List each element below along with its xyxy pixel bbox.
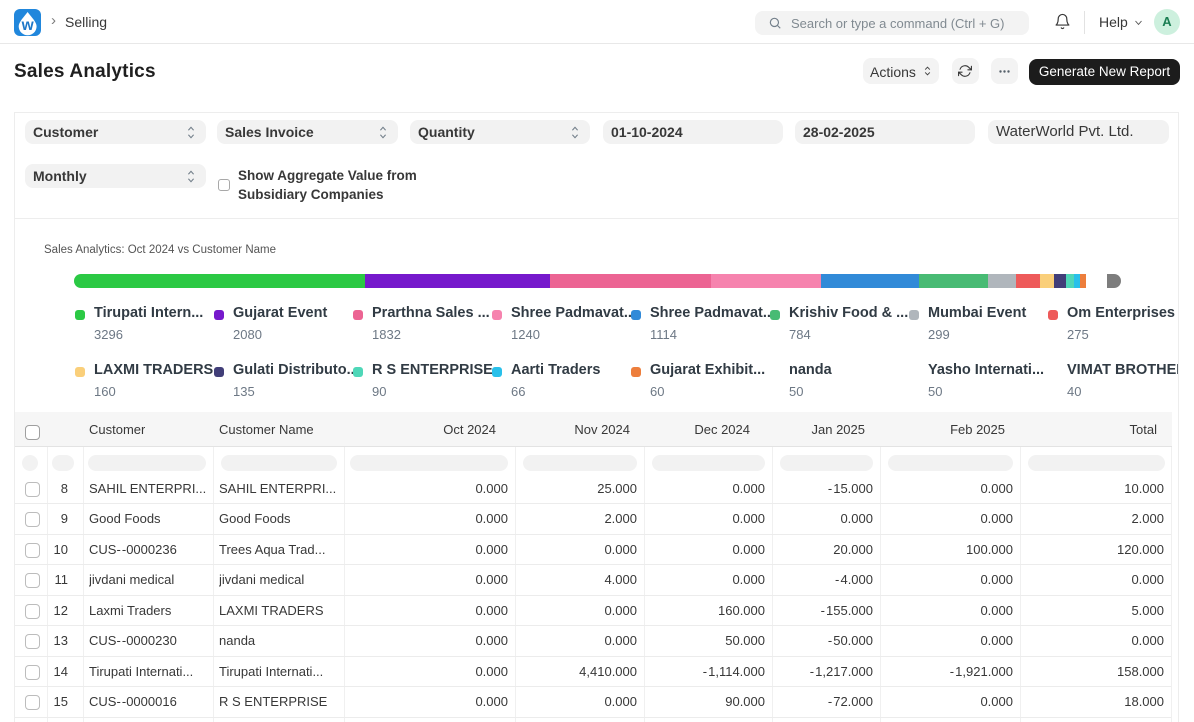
- svg-text:w: w: [21, 17, 35, 34]
